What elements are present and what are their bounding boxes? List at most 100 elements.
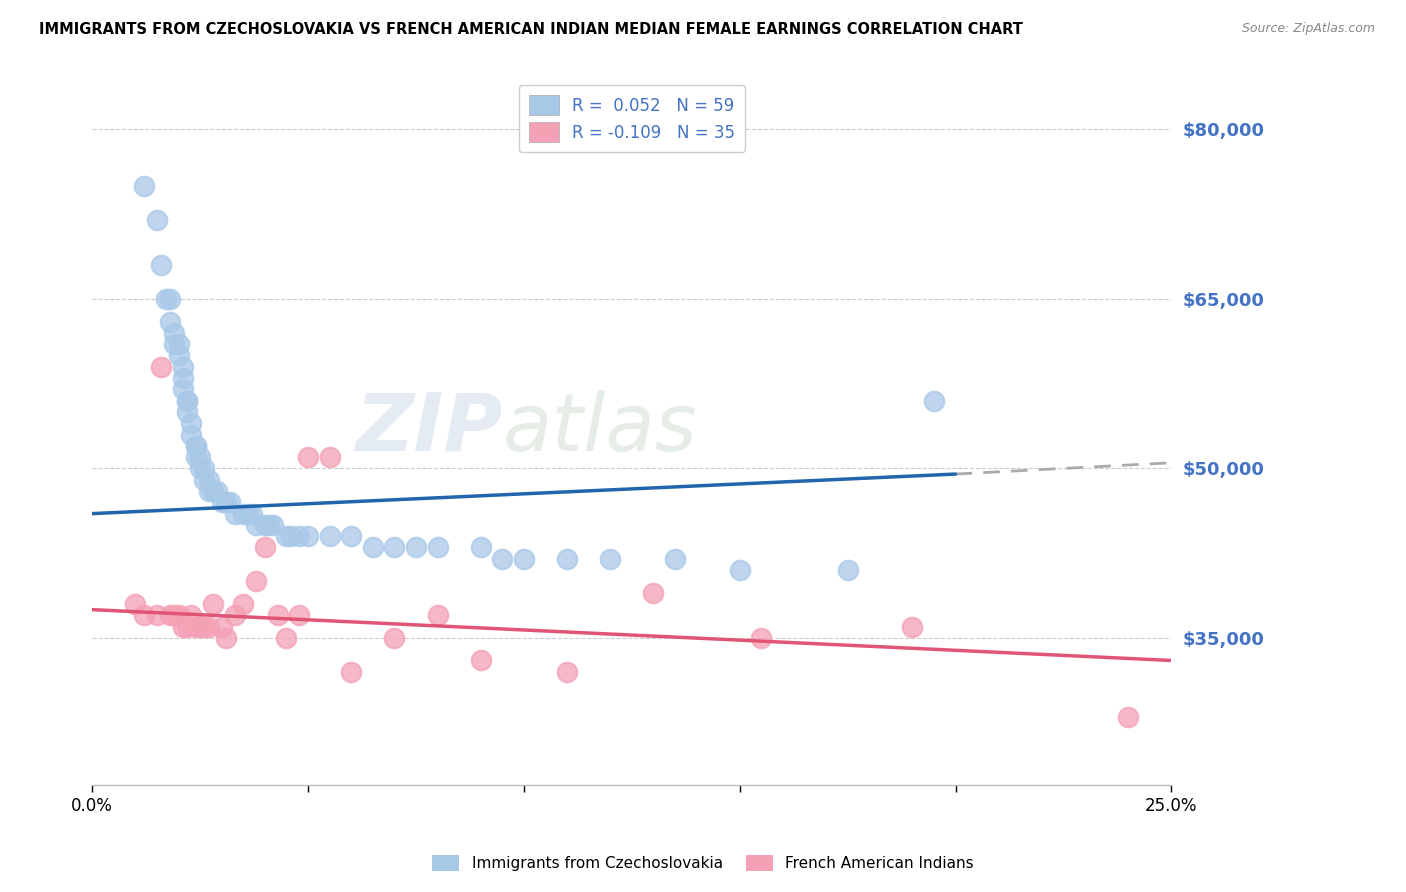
Point [176,393,198,408]
Point [253,517,276,532]
Legend: R =  0.052   N = 59, R = -0.109   N = 35: R = 0.052 N = 59, R = -0.109 N = 35 [519,85,745,153]
Point [132,608,155,623]
Point [197,619,219,633]
Point [193,473,215,487]
Point [150,258,173,272]
Point [599,551,621,566]
Point [163,608,186,623]
Point [405,541,427,555]
Point [513,551,536,566]
Point [167,337,190,351]
Point [240,507,263,521]
Point [340,529,363,543]
Point [267,608,290,623]
Point [288,608,311,623]
Point [155,292,177,306]
Point [245,574,267,589]
Point [922,393,945,408]
Point [193,461,215,475]
Point [184,619,207,633]
Point [263,517,285,532]
Point [180,416,202,430]
Point [276,529,298,543]
Point [288,529,311,543]
Point [124,597,146,611]
Point [163,337,186,351]
Point [232,597,254,611]
Point [215,495,238,509]
Point [297,529,319,543]
Point [176,393,198,408]
Point [253,541,276,555]
Point [215,631,238,645]
Point [202,483,225,498]
Point [197,483,219,498]
Point [163,326,186,340]
Text: atlas: atlas [502,390,697,468]
Point [901,619,924,633]
Point [172,359,194,374]
Point [172,619,194,633]
Point [207,483,229,498]
Point [184,439,207,453]
Point [555,665,578,679]
Point [184,439,207,453]
Text: Source: ZipAtlas.com: Source: ZipAtlas.com [1241,22,1375,36]
Point [382,631,405,645]
Point [361,541,384,555]
Point [188,461,211,475]
Point [172,371,194,385]
Point [224,507,246,521]
Point [280,529,302,543]
Point [426,541,449,555]
Point [1116,710,1139,724]
Point [176,405,198,419]
Text: IMMIGRANTS FROM CZECHOSLOVAKIA VS FRENCH AMERICAN INDIAN MEDIAN FEMALE EARNINGS : IMMIGRANTS FROM CZECHOSLOVAKIA VS FRENCH… [39,22,1024,37]
Point [245,517,267,532]
Point [184,450,207,464]
Point [749,631,772,645]
Point [318,450,340,464]
Point [132,178,155,193]
Point [159,292,181,306]
Point [167,608,190,623]
Point [491,551,513,566]
Point [236,507,259,521]
Point [664,551,686,566]
Point [159,314,181,328]
Point [188,619,211,633]
Point [426,608,449,623]
Point [180,427,202,442]
Point [197,473,219,487]
Point [232,507,254,521]
Point [837,563,859,577]
Point [340,665,363,679]
Point [276,631,298,645]
Point [318,529,340,543]
Legend: Immigrants from Czechoslovakia, French American Indians: Immigrants from Czechoslovakia, French A… [426,849,980,877]
Point [470,653,492,667]
Point [180,608,202,623]
Point [382,541,405,555]
Point [211,619,233,633]
Point [297,450,319,464]
Point [219,495,242,509]
Point [643,585,665,599]
Point [470,541,492,555]
Point [193,619,215,633]
Point [211,495,233,509]
Point [146,608,169,623]
Point [202,597,225,611]
Point [159,608,181,623]
Point [176,619,198,633]
Point [188,450,211,464]
Point [728,563,751,577]
Point [257,517,280,532]
Point [146,212,169,227]
Text: ZIP: ZIP [354,390,502,468]
Point [150,359,173,374]
Point [167,348,190,362]
Point [555,551,578,566]
Point [224,608,246,623]
Point [172,382,194,396]
